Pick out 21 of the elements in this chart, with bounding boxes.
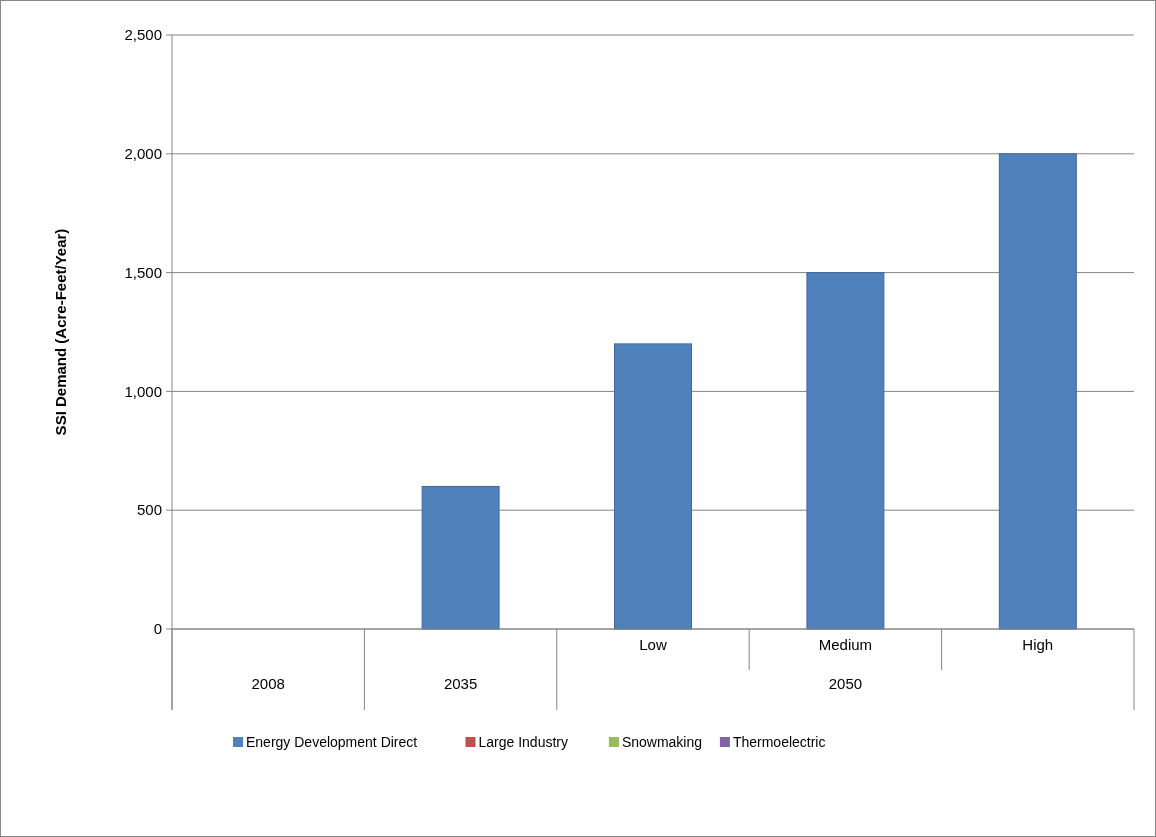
bar xyxy=(421,485,500,630)
y-tick-label: 1,000 xyxy=(124,382,162,400)
text: 2035 xyxy=(443,675,478,692)
text: 2008 xyxy=(251,675,285,692)
legend-label: Energy Development Direct xyxy=(246,734,418,750)
y-tick-label: 500 xyxy=(136,501,162,519)
y-tick-label: 1,500 xyxy=(124,263,162,281)
x-tick-label: Low xyxy=(639,636,667,653)
y-tick-label: 2,500 xyxy=(124,26,162,44)
y-axis-title: SSI Demand (Acre-Feet/Year) xyxy=(52,228,69,436)
legend-label: Thermoelectric xyxy=(732,734,826,750)
x-tick-label: High xyxy=(1022,636,1054,653)
bar xyxy=(614,343,692,630)
legend-label: Snowmaking xyxy=(621,734,703,750)
y-tick-label: 0 xyxy=(153,620,162,638)
legend-label: Large Industry xyxy=(478,734,568,750)
x-tick-label: Medium xyxy=(818,636,873,653)
y-tick-label: 2,000 xyxy=(124,145,162,163)
text: 2050 xyxy=(828,675,863,692)
bar xyxy=(998,153,1077,630)
bar xyxy=(806,272,885,630)
